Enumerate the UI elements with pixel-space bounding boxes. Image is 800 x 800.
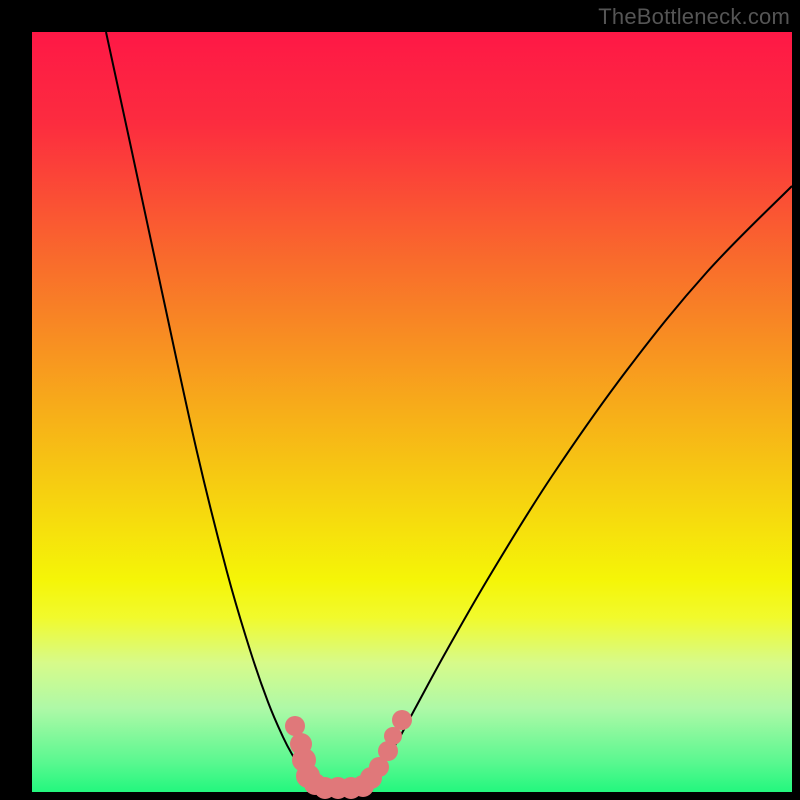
scatter-point (392, 710, 412, 730)
scatter-point (384, 727, 402, 745)
curve-right (376, 186, 792, 774)
scatter-group (285, 710, 412, 799)
watermark-text: TheBottleneck.com (598, 4, 790, 30)
scatter-point (285, 716, 305, 736)
chart-overlay-svg (0, 0, 800, 800)
curve-left (106, 32, 308, 778)
